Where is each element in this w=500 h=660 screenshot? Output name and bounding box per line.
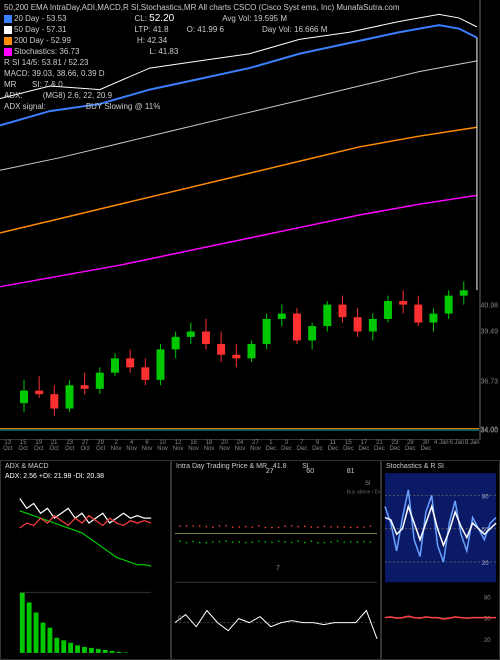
date-tick: 10 Nov <box>155 440 170 460</box>
date-tick: 27 Nov <box>248 440 263 460</box>
intraday-svg: 276081SIBuy above / Exp70 <box>172 461 380 659</box>
date-tick: 4 Nov <box>124 440 139 460</box>
date-tick: 8 Jan <box>465 440 480 460</box>
date-tick: 28 Dec <box>403 440 418 460</box>
dayvol-value: 16.666 M <box>294 25 327 34</box>
adx-signal-label: ADX signal: <box>4 102 46 111</box>
y-tick-label: 36.73 <box>480 378 498 385</box>
stoch-swatch <box>4 48 12 56</box>
date-tick: 6 Nov <box>139 440 154 460</box>
date-tick: 19 Oct <box>31 440 46 460</box>
stoch-label: Stochastics: <box>14 47 57 56</box>
stoch-panel: Stochastics & R SI 205080205080 <box>381 460 500 660</box>
svg-text:80: 80 <box>482 494 489 500</box>
o-label: O: <box>187 25 195 34</box>
cl-label: CL: <box>134 14 146 23</box>
svg-text:20: 20 <box>484 638 491 644</box>
date-tick: 24 Nov <box>232 440 247 460</box>
macd-value: 39.03, 38.66, 0.39 D <box>32 69 105 78</box>
date-tick: 11 Dec <box>325 440 340 460</box>
stoch-svg: 205080205080 <box>382 461 499 659</box>
cl-value: 52.20 <box>149 13 174 24</box>
ema20-label: 20 Day - 53.53 <box>14 14 66 23</box>
adx-subtitle: ADX: 2.56 +DI: 21.98 -DI: 20.38 <box>5 473 104 480</box>
date-tick: 13 Oct <box>0 440 15 460</box>
ema50-swatch <box>4 26 12 34</box>
date-tick: 15 Oct <box>15 440 30 460</box>
mr-label: MR <box>4 80 16 89</box>
stoch-value: 36.73 <box>59 47 79 56</box>
adx-value: (MG8) 2.6, 22, 20.9 <box>43 91 112 100</box>
date-tick: 27 Oct <box>77 440 92 460</box>
svg-text:81: 81 <box>347 468 355 475</box>
chart-header: 50,200 EMA IntraDay,ADI,MACD,R SI,Stocha… <box>0 0 500 114</box>
rsi-label: R SI 14/5: 53.81 / 52.23 <box>4 57 89 68</box>
date-tick: 16 Nov <box>186 440 201 460</box>
avgvol-value: 19.595 M <box>254 14 287 23</box>
adx-signal-value: BUY Slowing @ 11% <box>86 102 161 111</box>
date-tick: 1 Dec <box>263 440 278 460</box>
l-value: 41.83 <box>158 47 178 56</box>
intraday-title: Intra Day Trading Price & MR 41.8 SI <box>176 463 309 470</box>
svg-text:0: 0 <box>178 616 182 623</box>
mr-value: SI: 7 & 0 <box>32 80 63 89</box>
adx-macd-svg <box>1 461 170 659</box>
dayvol-label: Day Vol: <box>262 25 292 34</box>
adx-macd-title: ADX & MACD <box>5 463 49 470</box>
date-axis: 13 Oct15 Oct19 Oct21 Oct23 Oct27 Oct29 O… <box>0 440 480 460</box>
y-tick-label: 34.00 <box>480 428 498 435</box>
date-tick: 6 Jan <box>449 440 464 460</box>
l-label: L: <box>149 47 156 56</box>
date-tick: 12 Nov <box>170 440 185 460</box>
ema200-label: 200 Day - 52.99 <box>14 36 71 45</box>
chart-top-line: 50,200 EMA IntraDay,ADI,MACD,R SI,Stocha… <box>4 2 400 13</box>
svg-text:7: 7 <box>276 565 280 572</box>
date-tick: 23 Oct <box>62 440 77 460</box>
ema50-label: 50 Day - 57.31 <box>14 25 66 34</box>
ltp-label: LTP: <box>134 25 150 34</box>
y-tick-label: 40.98 <box>480 302 498 309</box>
date-tick: 4 Jan <box>434 440 449 460</box>
date-tick: 2 Nov <box>108 440 123 460</box>
date-tick: 21 Dec <box>372 440 387 460</box>
sub-panels: ADX & MACD ADX: 2.56 +DI: 21.98 -DI: 20.… <box>0 460 500 660</box>
y-tick-label: 39.49 <box>480 329 498 336</box>
stoch-title: Stochastics & R SI <box>386 463 444 470</box>
svg-text:Buy above / Exp: Buy above / Exp <box>347 489 380 495</box>
svg-text:SI: SI <box>365 481 371 487</box>
svg-text:80: 80 <box>484 595 491 601</box>
h-value: 42.34 <box>147 36 167 45</box>
intraday-panel: Intra Day Trading Price & MR 41.8 SI 276… <box>171 460 381 660</box>
avgvol-label: Avg Vol: <box>222 14 251 23</box>
date-tick: 23 Dec <box>387 440 402 460</box>
ema200-swatch <box>4 37 12 45</box>
date-tick: 18 Nov <box>201 440 216 460</box>
macd-label: MACD: <box>4 69 30 78</box>
ema20-swatch <box>4 15 12 23</box>
date-tick: 15 Dec <box>341 440 356 460</box>
date-tick: 3 Dec <box>279 440 294 460</box>
adx-macd-panel: ADX & MACD ADX: 2.56 +DI: 21.98 -DI: 20.… <box>0 460 171 660</box>
date-tick: 7 Dec <box>294 440 309 460</box>
ltp-value: 41.8 <box>153 25 169 34</box>
o-value: 41.99 6 <box>197 25 224 34</box>
date-tick: 17 Dec <box>356 440 371 460</box>
adx-label: ADX: <box>4 91 23 100</box>
date-tick: 20 Nov <box>217 440 232 460</box>
date-tick: 29 Oct <box>93 440 108 460</box>
h-label: H: <box>137 36 145 45</box>
date-tick: 21 Oct <box>46 440 61 460</box>
svg-text:20: 20 <box>482 561 489 567</box>
date-tick: 30 Dec <box>418 440 433 460</box>
date-tick: 9 Dec <box>310 440 325 460</box>
